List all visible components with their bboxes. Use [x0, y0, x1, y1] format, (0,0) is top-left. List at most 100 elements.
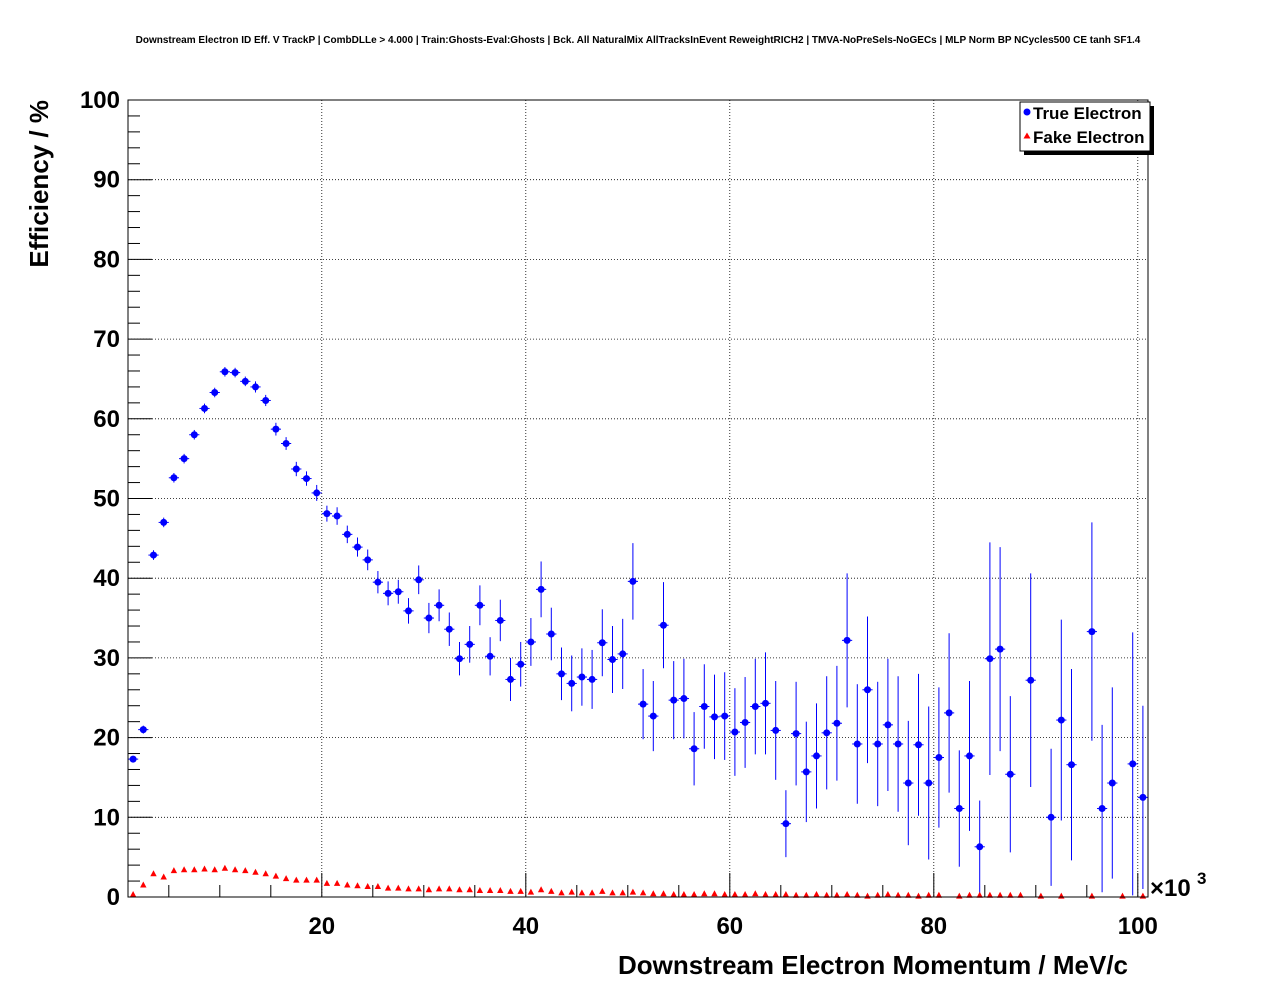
fake-electron-point	[701, 890, 708, 897]
fake-electron-marker	[303, 876, 310, 883]
fake-electron-point	[670, 891, 677, 898]
true-electron-point	[719, 672, 730, 760]
fake-electron-marker	[680, 891, 688, 898]
true-electron-point	[729, 688, 740, 776]
fake-electron-marker	[293, 876, 300, 883]
true-electron-point	[974, 800, 985, 894]
fake-electron-point	[313, 876, 320, 883]
true-electron-marker	[833, 719, 841, 727]
fake-electron-point	[1007, 891, 1014, 898]
fake-electron-point	[201, 865, 208, 872]
fake-electron-marker	[344, 881, 351, 888]
fake-electron-marker	[446, 885, 453, 892]
fake-electron-marker	[537, 886, 545, 893]
fake-electron-point	[395, 884, 402, 891]
y-tick-label: 10	[93, 804, 120, 831]
fake-electron-marker	[354, 882, 361, 889]
fake-electron-marker	[578, 889, 586, 896]
true-electron-point	[903, 720, 914, 846]
true-electron-point	[301, 471, 312, 486]
legend: True Electron Fake Electron	[1019, 101, 1154, 155]
y-axis-title: Efficiency / %	[24, 100, 54, 268]
true-electron-marker	[578, 673, 586, 681]
x-exponent-base: ×10	[1150, 875, 1191, 902]
fake-electron-marker	[323, 879, 331, 886]
fake-electron-point	[497, 887, 504, 894]
true-electron-marker	[201, 404, 208, 412]
fake-electron-point	[446, 885, 453, 892]
fake-electron-point	[905, 891, 912, 898]
true-electron-point	[474, 585, 485, 626]
fake-electron-marker	[782, 891, 790, 898]
true-electron-marker	[741, 718, 749, 726]
fake-electron-point	[762, 891, 769, 898]
fake-electron-point	[527, 888, 535, 895]
fake-electron-point	[344, 881, 351, 888]
fake-electron-point	[537, 886, 545, 893]
true-electron-point	[760, 652, 771, 755]
true-electron-marker	[221, 368, 229, 376]
true-electron-point	[556, 647, 567, 701]
true-electron-point	[566, 655, 577, 712]
true-electron-marker	[354, 543, 361, 551]
fake-electron-marker	[721, 891, 728, 898]
true-electron-point	[413, 565, 424, 595]
fake-electron-point	[435, 885, 443, 892]
fake-electron-marker	[976, 891, 983, 898]
true-electron-point	[944, 633, 955, 793]
fake-electron-point	[1119, 892, 1126, 899]
true-electron-point	[648, 681, 659, 752]
fake-electron-point	[721, 891, 728, 898]
true-electron-point	[964, 681, 975, 831]
true-electron-point	[954, 750, 965, 867]
true-electron-point	[138, 725, 149, 734]
fake-electron-marker	[486, 887, 494, 894]
fake-electron-marker	[262, 870, 269, 877]
true-electron-marker	[180, 455, 188, 463]
true-electron-marker	[915, 741, 922, 749]
fake-electron-point	[1017, 891, 1024, 898]
true-electron-marker	[292, 465, 300, 473]
true-electron-marker	[935, 754, 943, 762]
y-tick-label: 90	[93, 167, 120, 194]
fake-electron-point	[690, 891, 698, 898]
fake-electron-marker	[905, 891, 912, 898]
fake-electron-point	[619, 889, 626, 896]
true-electron-marker	[139, 726, 147, 734]
fake-electron-point	[823, 891, 830, 898]
fake-electron-point	[1058, 892, 1065, 899]
true-electron-marker	[904, 779, 912, 787]
fake-electron-point	[609, 889, 616, 896]
true-electron-marker	[1006, 770, 1014, 778]
true-electron-marker	[1129, 760, 1137, 768]
true-electron-marker	[823, 729, 831, 737]
true-electron-point	[383, 581, 394, 606]
fake-electron-point	[813, 891, 820, 898]
true-electron-point	[984, 542, 995, 776]
fake-electron-marker	[548, 887, 555, 894]
true-electron-marker	[588, 675, 596, 683]
fake-electron-point	[660, 890, 667, 897]
true-electron-point	[1086, 522, 1097, 741]
true-electron-point	[332, 507, 343, 525]
x-exponent-power: 3	[1197, 869, 1206, 888]
true-electron-point	[525, 618, 536, 666]
fake-electron-marker	[415, 885, 422, 892]
true-electron-point	[607, 626, 618, 693]
fake-electron-marker	[456, 886, 463, 893]
true-electron-point	[219, 366, 230, 377]
true-electron-point	[678, 658, 689, 739]
true-electron-marker	[211, 388, 219, 396]
fake-electron-marker	[395, 884, 402, 891]
fake-electron-point	[639, 889, 647, 896]
true-electron-point	[260, 394, 271, 407]
true-electron-point	[128, 755, 139, 763]
fake-electron-point	[548, 887, 555, 894]
fake-electron-point	[741, 891, 749, 898]
fake-electron-point	[486, 887, 494, 894]
fake-electron-marker	[507, 887, 514, 894]
true-electron-marker	[160, 518, 168, 526]
fake-electron-point	[599, 887, 606, 894]
fake-electron-marker	[843, 891, 851, 898]
